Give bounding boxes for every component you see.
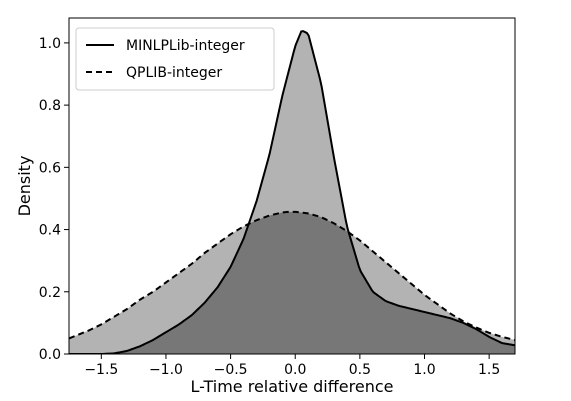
y-tick-label: 0.2 <box>39 285 61 301</box>
y-tick-label: 1.0 <box>39 36 61 52</box>
x-tick-label: −1.0 <box>149 362 183 378</box>
overlap-density-area <box>69 211 515 354</box>
x-tick-label: −1.5 <box>84 362 118 378</box>
x-axis: −1.5 −1.0 −0.5 0.0 0.5 1.0 1.5 <box>84 354 500 378</box>
single-density-area <box>69 31 515 354</box>
y-tick-label: 0.4 <box>39 223 61 239</box>
x-tick-label: 0.5 <box>349 362 371 378</box>
x-tick-label: 1.5 <box>478 362 500 378</box>
legend-frame <box>75 27 275 91</box>
y-tick-label: 0.0 <box>39 347 61 363</box>
legend-label-minlplib: MINLPLib-integer <box>126 38 245 54</box>
x-tick-label: −0.5 <box>214 362 248 378</box>
legend-label-qplib: QPLIB-integer <box>126 65 222 81</box>
y-axis: 0.0 0.2 0.4 0.6 0.8 1.0 <box>39 36 69 363</box>
plot-frame <box>68 17 516 355</box>
legend: MINLPLib-integer QPLIB-integer <box>75 27 275 91</box>
density-lines <box>69 30 515 354</box>
density-fills <box>69 31 515 354</box>
x-tick-label: 1.0 <box>413 362 435 378</box>
series-line-qplib-integer <box>69 210 515 341</box>
x-tick-label: 0.0 <box>284 362 306 378</box>
y-tick-label: 0.6 <box>39 160 61 176</box>
series-line-minlplib-integer <box>69 30 515 354</box>
y-axis-label: Density <box>15 156 34 217</box>
y-tick-label: 0.8 <box>39 98 61 114</box>
x-axis-label: L-Time relative difference <box>191 377 394 396</box>
